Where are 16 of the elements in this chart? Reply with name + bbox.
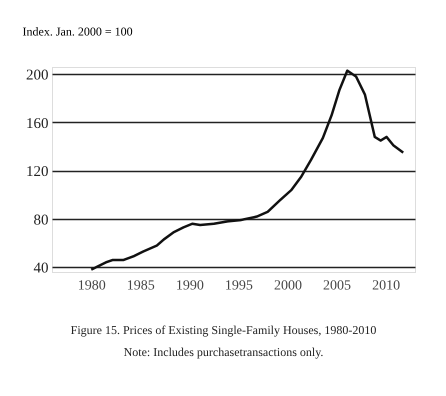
- y-tick-label: 40: [34, 260, 48, 277]
- x-tick-label: 1995: [224, 278, 253, 294]
- line-series: [90, 69, 404, 271]
- x-tick-label: 2000: [274, 278, 302, 294]
- y-tick-label: 80: [34, 212, 48, 228]
- y-axis-title: Index. Jan. 2000 = 100: [22, 24, 133, 38]
- x-tick-label: 2010: [372, 278, 400, 294]
- y-tick-label: 200: [26, 68, 48, 84]
- y-tick-label: 160: [26, 116, 48, 132]
- y-tick-label: 120: [26, 164, 48, 180]
- x-tick-label: 1985: [126, 278, 155, 294]
- x-tick-label: 1980: [78, 278, 106, 294]
- text: Note: Includes purchasetransactions only.: [124, 345, 324, 359]
- x-tick-label: 2005: [323, 278, 352, 294]
- caption: Figure 15. Prices of Existing Single-Family Houses, 1980-2010: [70, 323, 376, 337]
- x-tick-label: 1990: [176, 278, 204, 294]
